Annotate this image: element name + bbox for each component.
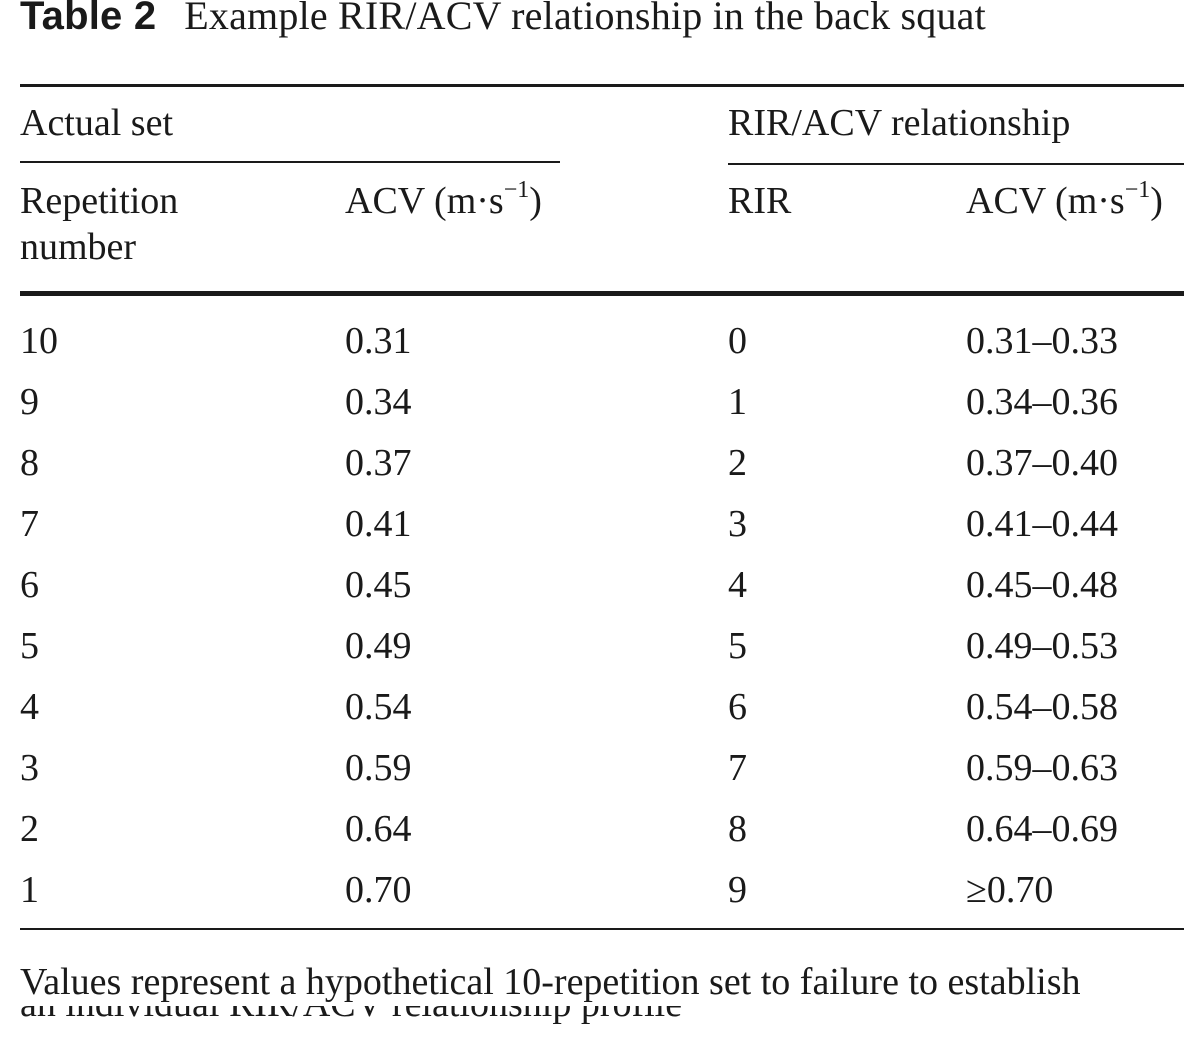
cell-rir: 7 (728, 747, 747, 789)
cell-acv-range: 0.54–0.58 (966, 686, 1118, 728)
cell-acv-range: 0.41–0.44 (966, 503, 1118, 545)
cell-acv: 0.54 (345, 686, 412, 728)
cell-rir: 3 (728, 503, 747, 545)
cell-acv-range: 0.49–0.53 (966, 625, 1118, 667)
table-footnote-cut-line: an individual RIR/ACV relationship profi… (20, 1006, 780, 1028)
cell-rep: 6 (20, 564, 39, 606)
footnote-line2: an individual RIR/ACV relationship profi… (20, 1006, 682, 1025)
cell-acv: 0.70 (345, 869, 412, 911)
acv-actual-text: ACV (m·s (345, 180, 504, 222)
cell-acv-range: 0.59–0.63 (966, 747, 1118, 789)
cell-acv: 0.59 (345, 747, 412, 789)
col-header-rir: RIR (728, 180, 792, 222)
cell-acv: 0.37 (345, 442, 412, 484)
cell-rep: 8 (20, 442, 39, 484)
cell-rir: 4 (728, 564, 747, 606)
group-underline-actual (20, 161, 560, 163)
table-label: Table 2 (20, 0, 157, 38)
cell-rep: 7 (20, 503, 39, 545)
cell-rep: 5 (20, 625, 39, 667)
cell-acv: 0.49 (345, 625, 412, 667)
group-header-actual-set: Actual set (20, 102, 174, 144)
col-header-acv-relationship: ACV (m·s−1) (966, 178, 1163, 224)
acv-rel-text: ACV (m·s (966, 180, 1125, 222)
cell-rir: 2 (728, 442, 747, 484)
acv-actual-close: ) (529, 180, 542, 222)
cell-rep: 3 (20, 747, 39, 789)
bottom-rule (20, 928, 1184, 930)
cell-rir: 1 (728, 381, 747, 423)
table-caption: Table 2 Example RIR/ACV relationship in t… (20, 0, 986, 40)
table-footnote: Values represent a hypothetical 10-repet… (20, 961, 1081, 1003)
group-underline-relationship (728, 163, 1184, 165)
cell-rir: 5 (728, 625, 747, 667)
cell-rep: 2 (20, 808, 39, 850)
col-header-rep-line2: number (20, 226, 137, 268)
cell-rir: 6 (728, 686, 747, 728)
col-header-acv-actual: ACV (m·s−1) (345, 178, 542, 224)
acv-actual-sup: −1 (503, 177, 530, 204)
cell-rir: 0 (728, 320, 747, 362)
cell-acv-range: 0.31–0.33 (966, 320, 1118, 362)
cell-acv-range: 0.45–0.48 (966, 564, 1118, 606)
cell-rir: 9 (728, 869, 747, 911)
col-header-rep-line1: Repetition (20, 180, 179, 222)
cell-acv: 0.45 (345, 564, 412, 606)
cell-acv: 0.34 (345, 381, 412, 423)
cell-rep: 4 (20, 686, 39, 728)
top-rule (20, 84, 1184, 87)
acv-rel-close: ) (1150, 180, 1163, 222)
cell-acv-range: 0.37–0.40 (966, 442, 1118, 484)
cell-rep: 1 (20, 869, 39, 911)
col-header-repetition-number: Repetition number (20, 178, 178, 270)
cell-rep: 9 (20, 381, 39, 423)
cell-acv: 0.41 (345, 503, 412, 545)
group-header-rir-acv: RIR/ACV relationship (728, 102, 1071, 144)
cell-acv-range: 0.64–0.69 (966, 808, 1118, 850)
cell-rep: 10 (20, 320, 58, 362)
cell-acv: 0.64 (345, 808, 412, 850)
cell-acv-range: ≥0.70 (966, 869, 1054, 911)
cell-acv-range: 0.34–0.36 (966, 381, 1118, 423)
header-rule (20, 291, 1184, 296)
cell-acv: 0.31 (345, 320, 412, 362)
acv-rel-sup: −1 (1124, 177, 1151, 204)
table-title: Example RIR/ACV relationship in the back… (184, 0, 986, 38)
cell-rir: 8 (728, 808, 747, 850)
